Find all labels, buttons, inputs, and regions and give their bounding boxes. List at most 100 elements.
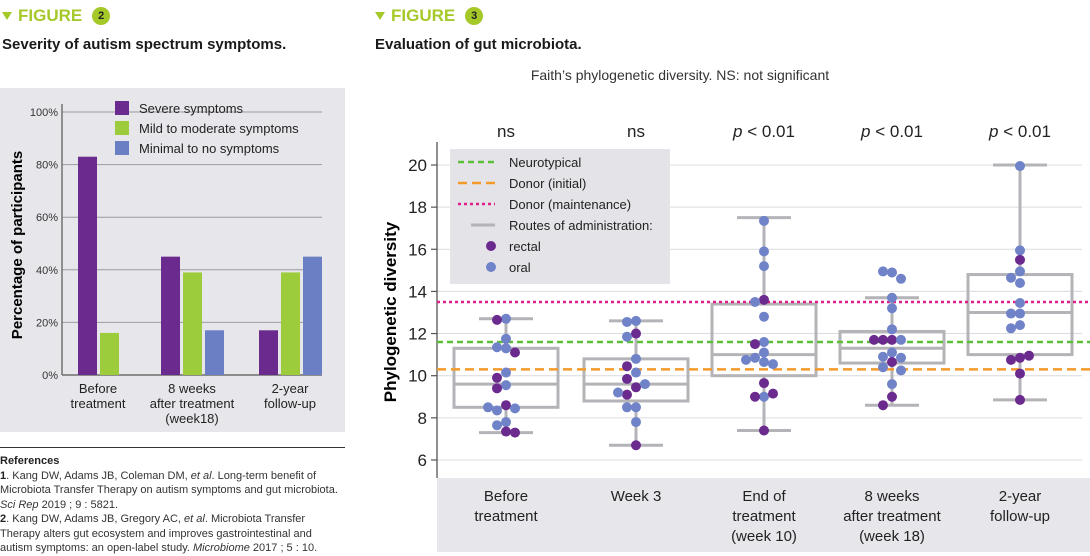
data-point-oral bbox=[631, 417, 641, 428]
box bbox=[710, 302, 818, 378]
y-tick-label: 20 bbox=[408, 156, 427, 175]
data-point-oral bbox=[1015, 266, 1025, 277]
legend-label: Minimal to no symptoms bbox=[139, 141, 280, 156]
y-tick-label: 12 bbox=[408, 325, 427, 344]
data-point-rectal bbox=[1015, 394, 1025, 405]
y-tick-label: 14 bbox=[408, 282, 427, 301]
x-tick-label: End of bbox=[742, 488, 786, 505]
legend-box bbox=[450, 149, 670, 284]
legend-label: Neurotypical bbox=[509, 155, 581, 170]
data-point-rectal bbox=[1015, 352, 1025, 363]
data-point-oral bbox=[768, 359, 778, 370]
data-point-oral bbox=[750, 296, 760, 307]
bar bbox=[281, 272, 300, 375]
y-tick-label: 100% bbox=[30, 107, 58, 119]
data-point-oral bbox=[878, 362, 888, 373]
bar bbox=[183, 272, 202, 375]
data-point-rectal bbox=[759, 294, 769, 305]
y-tick-label: 60% bbox=[36, 212, 58, 224]
data-point-oral bbox=[510, 403, 520, 414]
reference-item: 2. Kang DW, Adams JB, Gregory AC, et al.… bbox=[0, 513, 318, 554]
data-point-oral bbox=[1015, 245, 1025, 256]
data-point-rectal bbox=[631, 382, 641, 393]
bar bbox=[78, 156, 97, 375]
x-tick-label: follow-up bbox=[264, 396, 316, 411]
legend-swatch bbox=[115, 121, 129, 135]
y-tick-label: 6 bbox=[418, 451, 427, 470]
legend-label: Severe symptoms bbox=[139, 101, 244, 116]
data-point-rectal bbox=[869, 334, 879, 345]
y-tick-label: 80% bbox=[36, 160, 58, 172]
x-axis-band bbox=[437, 478, 1090, 552]
data-point-rectal bbox=[759, 378, 769, 389]
x-tick-label: follow-up bbox=[990, 508, 1050, 525]
legend-dot-oral bbox=[486, 262, 496, 272]
data-point-rectal bbox=[1015, 254, 1025, 265]
data-point-rectal bbox=[1015, 368, 1025, 379]
x-tick-label: Before bbox=[79, 381, 117, 396]
data-point-oral bbox=[1015, 308, 1025, 319]
y-axis-label: Percentage of participants bbox=[9, 151, 26, 339]
data-point-oral bbox=[887, 347, 897, 358]
y-tick-label: 16 bbox=[408, 240, 427, 259]
data-point-rectal bbox=[878, 334, 888, 345]
data-point-oral bbox=[501, 417, 511, 428]
reference-item: 1. Kang DW, Adams JB, Coleman DM, et al.… bbox=[0, 469, 338, 511]
data-point-rectal bbox=[622, 361, 632, 372]
y-tick-label: 8 bbox=[418, 409, 427, 428]
y-tick-label: 0% bbox=[42, 370, 58, 382]
data-point-oral bbox=[1015, 298, 1025, 309]
data-point-rectal bbox=[510, 347, 520, 358]
data-point-oral bbox=[1006, 323, 1016, 334]
x-tick-label: 2-year bbox=[999, 488, 1042, 505]
data-point-oral bbox=[631, 353, 641, 364]
data-point-oral bbox=[631, 315, 641, 326]
data-point-oral bbox=[896, 352, 906, 363]
legend-swatch bbox=[115, 101, 129, 115]
data-point-rectal bbox=[887, 357, 897, 368]
significance-label: p < 0.01 bbox=[732, 122, 795, 141]
data-point-rectal bbox=[622, 389, 632, 400]
data-point-oral bbox=[896, 334, 906, 345]
x-tick-label: (week 10) bbox=[731, 528, 797, 545]
data-point-oral bbox=[501, 367, 511, 378]
data-point-oral bbox=[887, 267, 897, 278]
data-point-rectal bbox=[501, 426, 511, 437]
data-point-oral bbox=[1015, 320, 1025, 331]
box bbox=[582, 357, 690, 403]
data-point-rectal bbox=[492, 372, 502, 383]
x-tick-label: Before bbox=[484, 488, 528, 505]
data-point-rectal bbox=[492, 314, 502, 325]
bar bbox=[161, 256, 180, 375]
box bbox=[966, 273, 1074, 357]
data-point-rectal bbox=[1006, 354, 1016, 365]
significance-label: p < 0.01 bbox=[860, 122, 923, 141]
data-point-oral bbox=[492, 420, 502, 431]
data-point-oral bbox=[501, 313, 511, 324]
data-point-oral bbox=[887, 324, 897, 335]
data-point-oral bbox=[1006, 272, 1016, 283]
x-tick-label: 2-year bbox=[272, 381, 310, 396]
data-point-oral bbox=[759, 347, 769, 358]
data-point-rectal bbox=[750, 339, 760, 350]
x-tick-label: (week 18) bbox=[859, 528, 925, 545]
data-point-rectal bbox=[887, 334, 897, 345]
figure-3-title: Evaluation of gut microbiota. bbox=[375, 36, 582, 53]
data-point-oral bbox=[492, 405, 502, 416]
y-tick-label: 10 bbox=[408, 367, 427, 386]
data-point-oral bbox=[759, 311, 769, 322]
bar bbox=[205, 330, 224, 375]
data-point-rectal bbox=[1024, 350, 1034, 361]
legend-swatch bbox=[115, 141, 129, 155]
data-point-oral bbox=[501, 333, 511, 344]
data-point-rectal bbox=[622, 373, 632, 384]
legend-label: Mild to moderate symptoms bbox=[139, 121, 299, 136]
data-point-rectal bbox=[631, 328, 641, 339]
legend-label: oral bbox=[509, 260, 531, 275]
data-point-oral bbox=[1015, 161, 1025, 172]
y-axis-label: Phylogenetic diversity bbox=[381, 221, 400, 402]
bar bbox=[303, 256, 322, 375]
x-tick-label: (week18) bbox=[165, 411, 218, 426]
x-tick-label: Week 3 bbox=[611, 488, 662, 505]
bar bbox=[259, 330, 278, 375]
